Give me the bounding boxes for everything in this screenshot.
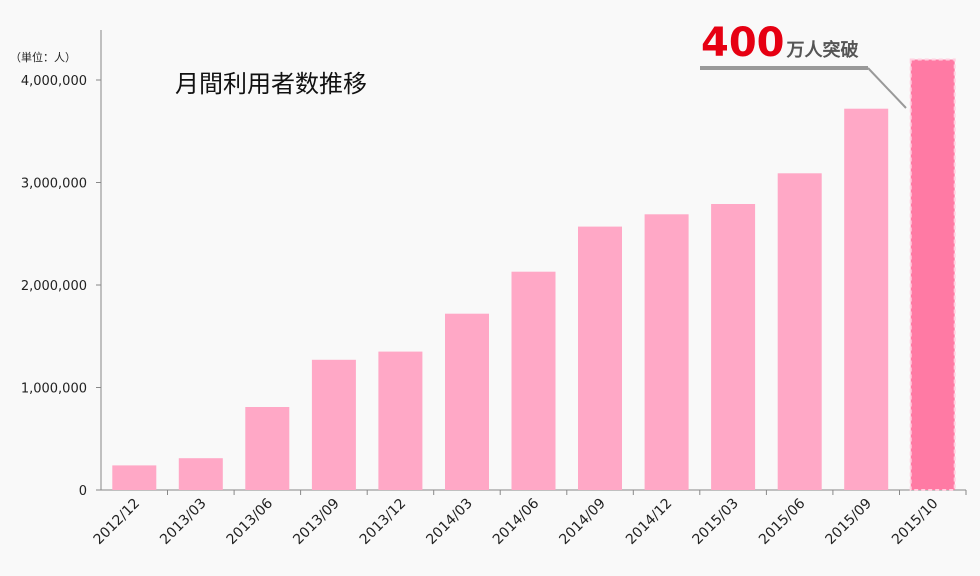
unit-label: （単位：人） [10, 50, 76, 64]
x-tick-label: 2013/09 [290, 496, 342, 548]
bar [311, 359, 356, 490]
x-tick-label: 2013/06 [224, 495, 277, 548]
bar [178, 458, 223, 490]
bars [112, 58, 956, 491]
bar [711, 204, 756, 490]
bar [378, 351, 423, 490]
bar [112, 465, 157, 490]
x-tick-label: 2015/09 [823, 496, 875, 548]
callout-number: 400 [701, 20, 785, 66]
x-tick-label: 2014/12 [623, 496, 675, 548]
callout-label: 400 万人突破 [701, 20, 859, 66]
x-tick-label: 2013/12 [357, 496, 409, 548]
bar [844, 108, 889, 490]
bar [578, 226, 622, 490]
bar [445, 313, 489, 490]
y-tick-label: 2,000,000 [21, 279, 87, 294]
y-tick-label: 3,000,000 [21, 177, 87, 192]
x-tick-label: 2012/12 [91, 496, 143, 548]
y-tick-label: 0 [79, 484, 87, 499]
chart-title: 月間利用者数推移 [175, 70, 367, 98]
x-tick-label: 2014/09 [556, 496, 608, 548]
callout: 400 万人突破 [700, 20, 907, 109]
callout-text: 万人突破 [786, 39, 859, 61]
bar [511, 271, 556, 490]
callout-leader-line [867, 67, 907, 109]
y-tick-label: 1,000,000 [21, 382, 87, 397]
bar [777, 173, 822, 491]
bar [644, 214, 689, 491]
bar-highlight [909, 58, 956, 491]
x-tick-label: 2014/06 [490, 495, 543, 548]
x-ticks: 2012/12 2013/03 2013/06 2013/09 2013/12 2014/… [91, 490, 967, 548]
x-tick-label: 2015/06 [756, 495, 809, 548]
bar [245, 407, 290, 490]
x-tick-label: 2015/10 [889, 496, 941, 548]
y-ticks: 0 1,000,000 2,000,000 3,000,000 4,000,000 [21, 74, 101, 499]
x-tick-label: 2013/03 [157, 496, 209, 548]
x-tick-label: 2015/03 [689, 496, 741, 548]
x-tick-label: 2014/03 [423, 496, 475, 548]
y-tick-label: 4,000,000 [21, 74, 87, 89]
